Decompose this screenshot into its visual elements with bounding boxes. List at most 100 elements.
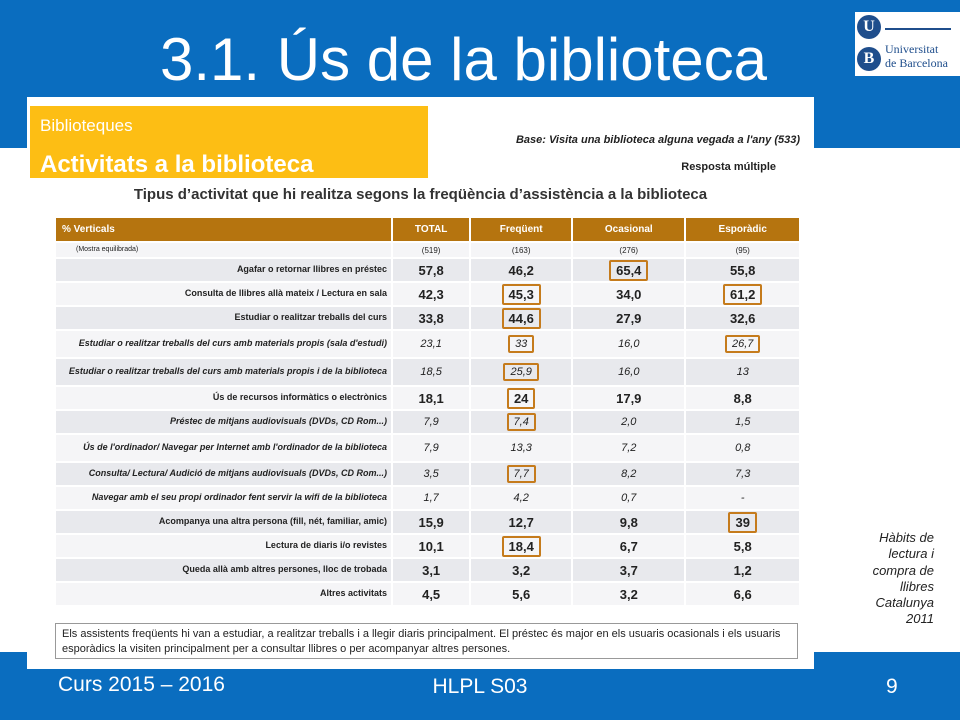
right-margin <box>814 148 960 652</box>
sample-row: (Mostra equilibrada) (519) (163) (276) (… <box>56 243 801 257</box>
footer-course: Curs 2015 – 2016 <box>58 673 225 696</box>
cell-frequent: 7,4 <box>471 411 574 433</box>
highlighted-value: 18,4 <box>501 535 541 557</box>
sample-value: (163) <box>471 243 574 257</box>
cell-occasional: 2,0 <box>573 411 687 433</box>
cell-frequent: 25,9 <box>471 359 574 385</box>
table-row: Altres activitats 4,5 5,6 3,2 6,6 <box>56 583 801 605</box>
cell-occasional: 0,7 <box>573 487 687 509</box>
table-row: Navegar amb el seu propi ordinador fent … <box>56 487 801 509</box>
table-row: Lectura de diaris i/o revistes 10,1 18,4… <box>56 535 801 557</box>
sample-value: (519) <box>393 243 472 257</box>
cell-sporadic: 5,8 <box>686 535 801 557</box>
activities-table: % Verticals TOTAL Freqüent Ocasional Esp… <box>56 216 801 607</box>
logo-rule <box>885 28 951 30</box>
row-label: Consulta de llibres allà mateix / Lectur… <box>56 283 393 305</box>
table-row: Agafar o retornar llibres en préstec 57,… <box>56 259 801 281</box>
row-label: Agafar o retornar llibres en préstec <box>56 259 393 281</box>
report-panel: Biblioteques Activitats a la biblioteca … <box>27 97 814 669</box>
cell-total: 33,8 <box>393 307 472 329</box>
row-label: Estudiar o realitzar treballs del curs a… <box>56 359 393 385</box>
logo-line2: de Barcelona <box>885 56 948 70</box>
base-note: Base: Visita una biblioteca alguna vegad… <box>515 134 800 146</box>
report-header-box: Biblioteques Activitats a la biblioteca <box>30 106 428 178</box>
cell-occasional: 7,2 <box>573 435 687 461</box>
highlighted-value: 65,4 <box>609 259 649 281</box>
header-verticals: % Verticals <box>56 218 393 241</box>
highlighted-value: 7,4 <box>506 413 536 431</box>
cell-occasional: 9,8 <box>573 511 687 533</box>
table-row: Préstec de mitjans audiovisuals (DVDs, C… <box>56 411 801 433</box>
cell-total: 7,9 <box>393 435 472 461</box>
cell-occasional: 6,7 <box>573 535 687 557</box>
cell-frequent: 45,3 <box>471 283 574 305</box>
cell-sporadic: 13 <box>686 359 801 385</box>
highlighted-value: 26,7 <box>725 335 761 353</box>
sample-value: (276) <box>573 243 687 257</box>
table-row: Queda allà amb altres persones, lloc de … <box>56 559 801 581</box>
row-label: Estudiar o realitzar treballs del curs <box>56 307 393 329</box>
header-occasional: Ocasional <box>573 218 687 241</box>
cell-frequent: 33 <box>471 331 574 357</box>
cell-frequent: 3,2 <box>471 559 574 581</box>
sample-label: (Mostra equilibrada) <box>56 243 393 257</box>
row-label: Navegar amb el seu propi ordinador fent … <box>56 487 393 509</box>
table-row: Ús de recursos informàtics o electrònics… <box>56 387 801 409</box>
highlighted-value: 44,6 <box>501 307 541 329</box>
logo-b-icon: B <box>857 47 881 71</box>
report-heading: Activitats a la biblioteca <box>40 151 314 178</box>
cell-total: 10,1 <box>393 535 472 557</box>
logo-line1: Universitat <box>885 42 939 56</box>
cell-sporadic: 0,8 <box>686 435 801 461</box>
row-label: Consulta/ Lectura/ Audició de mitjans au… <box>56 463 393 485</box>
table-row: Consulta/ Lectura/ Audició de mitjans au… <box>56 463 801 485</box>
row-label: Lectura de diaris i/o revistes <box>56 535 393 557</box>
row-label: Préstec de mitjans audiovisuals (DVDs, C… <box>56 411 393 433</box>
cell-occasional: 17,9 <box>573 387 687 409</box>
highlighted-value: 39 <box>728 511 757 533</box>
cell-total: 18,1 <box>393 387 472 409</box>
table-header-row: % Verticals TOTAL Freqüent Ocasional Esp… <box>56 218 801 241</box>
cell-occasional: 16,0 <box>573 359 687 385</box>
table-row: Estudiar o realitzar treballs del curs a… <box>56 359 801 385</box>
cell-total: 7,9 <box>393 411 472 433</box>
report-category: Biblioteques <box>40 116 133 135</box>
row-label: Ús de recursos informàtics o electrònics <box>56 387 393 409</box>
highlighted-value: 33 <box>508 335 535 353</box>
cell-occasional: 3,7 <box>573 559 687 581</box>
cell-sporadic: 7,3 <box>686 463 801 485</box>
row-label: Queda allà amb altres persones, lloc de … <box>56 559 393 581</box>
table-row: Estudiar o realitzar treballs del curs a… <box>56 331 801 357</box>
cell-occasional: 8,2 <box>573 463 687 485</box>
cell-total: 3,5 <box>393 463 472 485</box>
university-logo: U B Universitat de Barcelona <box>855 12 960 76</box>
cell-frequent: 5,6 <box>471 583 574 605</box>
cell-total: 15,9 <box>393 511 472 533</box>
header-frequent: Freqüent <box>471 218 574 241</box>
highlighted-value: 25,9 <box>503 363 539 381</box>
cell-occasional: 34,0 <box>573 283 687 305</box>
cell-sporadic: 39 <box>686 511 801 533</box>
cell-total: 1,7 <box>393 487 472 509</box>
sample-value: (95) <box>686 243 801 257</box>
page-number: 9 <box>886 675 898 698</box>
cell-total: 4,5 <box>393 583 472 605</box>
cell-sporadic: 55,8 <box>686 259 801 281</box>
cell-frequent: 4,2 <box>471 487 574 509</box>
slide-title: 3.1. Ús de la biblioteca <box>160 26 768 93</box>
row-label: Altres activitats <box>56 583 393 605</box>
highlighted-value: 24 <box>506 387 536 409</box>
header-total: TOTAL <box>393 218 472 241</box>
cell-frequent: 18,4 <box>471 535 574 557</box>
cell-sporadic: 6,6 <box>686 583 801 605</box>
cell-sporadic: 8,8 <box>686 387 801 409</box>
highlighted-value: 45,3 <box>501 283 541 305</box>
row-label: Estudiar o realitzar treballs del curs a… <box>56 331 393 357</box>
response-note: Resposta múltiple <box>681 161 776 173</box>
cell-total: 57,8 <box>393 259 472 281</box>
cell-sporadic: 1,5 <box>686 411 801 433</box>
cell-frequent: 44,6 <box>471 307 574 329</box>
table-row: Acompanya una altra persona (fill, nét, … <box>56 511 801 533</box>
cell-occasional: 16,0 <box>573 331 687 357</box>
table-row: Ús de l'ordinador/ Navegar per Internet … <box>56 435 801 461</box>
